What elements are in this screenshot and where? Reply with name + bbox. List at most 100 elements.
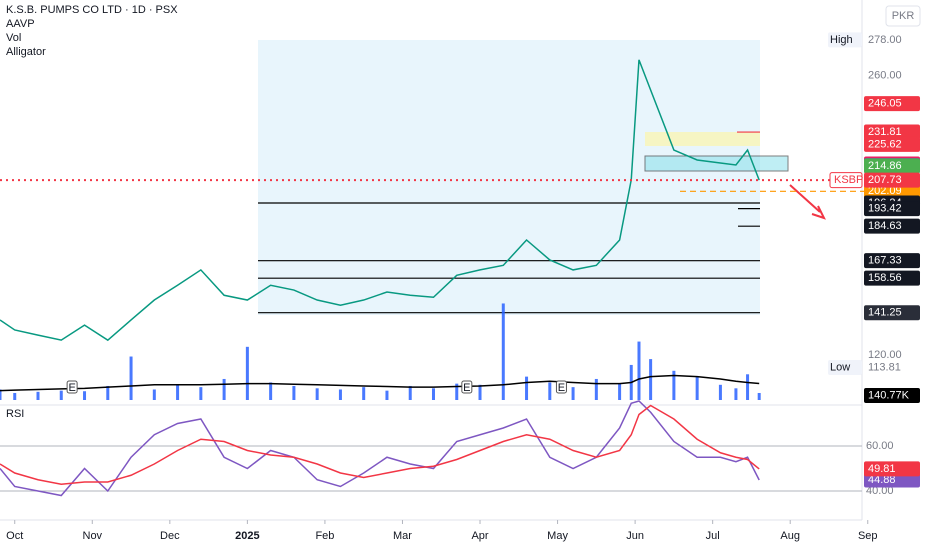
price-label-box [864,305,920,321]
volume-bar [59,390,63,400]
volume-bar [746,374,750,400]
volume-bar [245,346,249,400]
earnings-marker [66,380,78,394]
volume-bar [36,391,40,400]
volume-bar [176,384,180,400]
price-label: 141.25 [868,307,902,319]
volume-bar [718,384,722,400]
price-tag-box [828,359,862,375]
price-tag: High [830,34,853,46]
earnings-label: E [68,382,75,394]
price-label: 120.00 [868,349,902,361]
profile-range [258,40,760,315]
volume-bar [362,387,366,400]
price-label-box [864,96,920,112]
symbol-tag: KSBP [834,174,863,186]
volume-bar [548,382,552,400]
indicator-name: Vol [6,32,21,44]
volume-bar [106,385,110,400]
volume-bar [292,385,296,400]
price-label: 193.42 [868,203,902,215]
volume-bar [501,303,505,400]
volume-bar [338,389,342,400]
earnings-marker [555,380,567,394]
volume-bar [83,391,87,400]
price-label: 113.81 [868,361,901,373]
volume-average [0,374,760,392]
rsi-label: 44.88 [868,474,896,486]
x-tick-label: Oct [6,530,23,542]
price-label-box [864,270,920,286]
price-label: 278.00 [868,34,902,46]
arrow [789,184,826,220]
currency-button[interactable] [885,5,921,27]
price-label: 225.62 [868,138,902,150]
volume-bar [385,390,389,400]
price-label: 202.09 [868,185,902,197]
x-tick-label: Mar [393,530,412,542]
highlight-zone [645,132,760,146]
x-tick-label: Dec [160,530,180,542]
earnings-marker [461,380,473,394]
volume-bar [594,378,598,400]
volume-bar [637,341,641,400]
x-tick-label: Feb [315,530,334,542]
earnings-label: E [463,382,470,394]
x-tick-label: May [547,530,568,542]
volume-label: 140.77K [868,389,910,401]
price-label: 231.81 [868,126,902,138]
volume-bar [199,387,203,400]
price-label: 214.86 [868,160,902,172]
price-label-box [864,158,920,174]
volume-bar [571,387,575,400]
symbol-tag-box [829,172,863,189]
y-tick-label: 60.00 [866,440,894,452]
price-label: 260.00 [868,70,902,82]
consolidation-box [644,155,789,172]
currency[interactable]: PKR [892,10,915,22]
price-label: 184.63 [868,220,902,232]
price-label: 167.33 [868,255,902,267]
volume-bar [649,359,653,400]
rsi-title: RSI [6,408,24,420]
price-line [0,59,760,342]
x-tick-label: Nov [83,530,103,542]
price-label-box [864,136,920,152]
price-tag: Low [830,361,850,373]
volume-bar [695,376,699,400]
price-label-box [864,201,920,217]
volume-bar [13,392,17,400]
y-tick-label: 40.00 [866,485,894,497]
indicator-name: Alligator [6,46,46,58]
volume-bar [315,388,319,400]
rsi-line [0,404,760,486]
indicator-name: AAVP [6,18,35,30]
volume-bar [757,392,761,400]
volume-bar [152,389,156,400]
volume-bar [672,370,676,400]
x-tick-label: Jun [626,530,644,542]
price-label-box [864,253,920,269]
price-label-box [864,124,920,140]
volume-bar [478,384,482,400]
volume-label-box [864,388,920,404]
rsi-label: 49.81 [868,463,896,475]
volume-bar [455,383,459,400]
price-label: 158.56 [868,272,902,284]
price-label-box [864,183,920,199]
price-label-box [864,218,920,234]
price-label: 246.05 [868,98,902,110]
x-tick-label: 2025 [235,530,259,542]
volume-bar [0,389,2,400]
volume-bar [734,388,738,400]
volume-bar [525,376,529,400]
last-price-label: 207.73 [868,174,902,186]
volume-bar [618,383,622,400]
x-tick-label: Aug [780,530,800,542]
volume-bar [269,382,273,400]
rsi-label-box [864,461,920,477]
chart-title: K.S.B. PUMPS CO LTD · 1D · PSX [6,4,178,16]
volume-bar [222,378,226,400]
rsi-line [0,400,760,497]
